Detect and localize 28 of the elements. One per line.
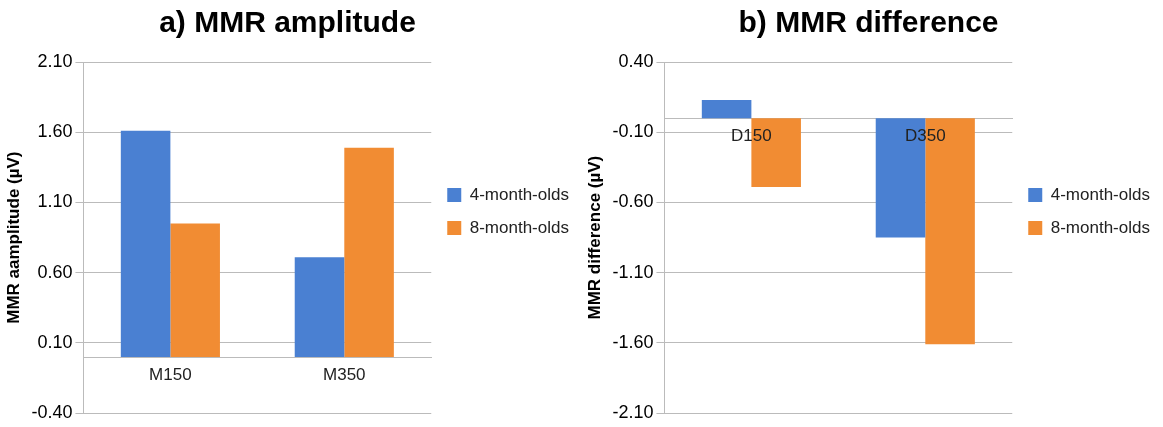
y-tick-label: -1.60 [612, 331, 654, 352]
x-tick-label: M150 [149, 365, 192, 385]
y-tick-label: 0.60 [37, 261, 73, 282]
bar [344, 147, 394, 358]
y-tick-label: -0.40 [31, 402, 73, 423]
legend-label: 8-month-olds [469, 217, 569, 237]
x-tick-label: D350 [904, 126, 946, 146]
legend-label: 8-month-olds [1050, 217, 1150, 237]
y-tick-label: -2.10 [612, 402, 654, 423]
y-tick-label: 0.10 [37, 331, 73, 352]
y-tick-label: 1.10 [37, 191, 73, 212]
y-axis-title: MMR difference (µV) [584, 155, 604, 320]
legend-label: 4-month-olds [1050, 184, 1150, 204]
chart-title: b) MMR difference [738, 5, 999, 39]
bar [120, 130, 171, 358]
chart-title: a) MMR amplitude [159, 5, 416, 39]
y-tick-label: 0.40 [618, 50, 654, 71]
y-axis-title: MMR aamplitude (µV) [3, 151, 23, 324]
y-tick-label: 1.60 [37, 121, 73, 142]
bar [170, 223, 220, 358]
y-tick-label: -0.10 [612, 121, 654, 142]
legend-label: 4-month-olds [469, 184, 569, 204]
bar [294, 257, 345, 358]
y-tick-label: -1.10 [612, 261, 654, 282]
y-tick-label: -0.60 [612, 191, 654, 212]
x-tick-label: M350 [323, 365, 366, 385]
x-tick-label: D150 [731, 126, 772, 146]
y-tick-label: 2.10 [37, 50, 73, 71]
